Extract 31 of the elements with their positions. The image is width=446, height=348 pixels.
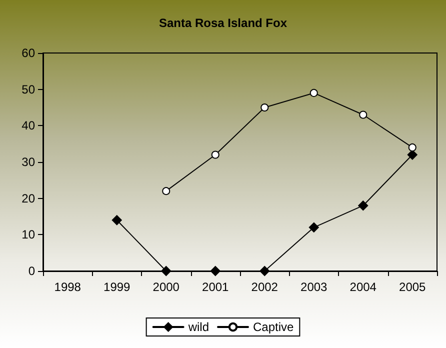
point	[310, 88, 318, 97]
legend-label: wild	[187, 320, 209, 334]
x-tick-label: 1998	[54, 280, 82, 294]
point	[260, 104, 269, 112]
chart-title: Santa Rosa Island Fox	[158, 16, 288, 30]
x-tick-label: 2004	[350, 280, 377, 294]
x-tick-label: 2005	[399, 280, 426, 294]
y-tick-label: 30	[22, 155, 36, 169]
point	[407, 150, 418, 160]
point	[161, 266, 172, 276]
x-tick-label: 2000	[152, 280, 180, 294]
x-tick-label: 1999	[104, 280, 131, 294]
point	[308, 222, 319, 232]
point	[112, 215, 122, 226]
point	[162, 187, 170, 196]
y-tick-label: 40	[22, 118, 36, 133]
x-tick-label: 2002	[251, 280, 278, 294]
point	[260, 266, 270, 276]
y-tick-label: 60	[22, 46, 36, 60]
point	[211, 150, 220, 159]
y-tick-label: 0	[28, 264, 36, 278]
point	[359, 110, 368, 119]
point	[358, 200, 368, 211]
legend-label: Captive	[252, 320, 294, 334]
y-tick-label: 50	[22, 82, 36, 96]
x-tick-label: 2001	[202, 280, 230, 294]
y-tick-label: 10	[22, 228, 36, 242]
y-tick-label: 20	[22, 191, 36, 206]
x-tick-label: 2003	[300, 280, 328, 294]
point	[408, 143, 416, 152]
point	[210, 266, 220, 276]
